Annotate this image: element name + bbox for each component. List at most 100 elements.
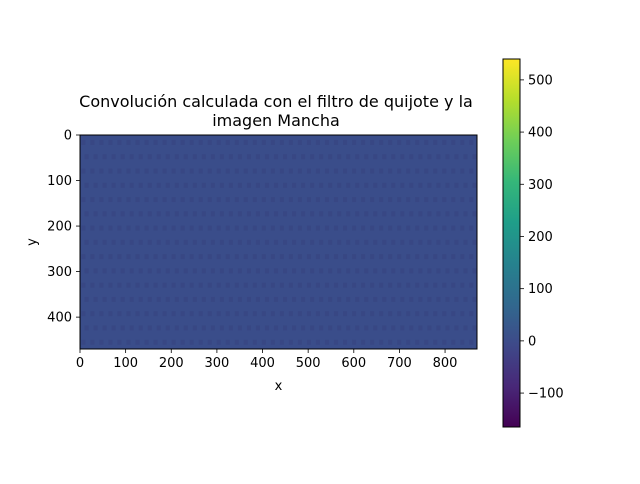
heatmap-texture-cell [463, 211, 468, 217]
heatmap-texture-cell [283, 154, 288, 160]
heatmap-texture-cell [99, 225, 104, 231]
heatmap-texture-cell [198, 168, 203, 174]
heatmap-texture-cell [418, 325, 423, 331]
heatmap-texture-cell [225, 225, 230, 231]
heatmap-texture-cell [333, 139, 339, 145]
heatmap-texture-cell [333, 254, 339, 260]
heatmap-texture-cell [361, 168, 366, 174]
heatmap-texture-cell [216, 339, 221, 345]
heatmap-texture-cell [201, 325, 206, 331]
heatmap-texture-cell [129, 211, 134, 217]
heatmap-texture-cell [373, 154, 378, 160]
heatmap-texture-cell [373, 268, 378, 274]
heatmap-texture-cell [364, 182, 369, 188]
heatmap-texture-cell [174, 296, 179, 302]
heatmap-texture-cell [472, 239, 477, 245]
colorbar-tick-label: 0 [528, 334, 536, 349]
heatmap-texture-cell [409, 182, 414, 188]
heatmap-texture-cell [126, 254, 131, 260]
heatmap-texture-cell [198, 225, 203, 231]
heatmap-texture-cell [126, 139, 131, 145]
heatmap-texture-cell [120, 296, 125, 302]
heatmap-texture-cell [234, 225, 239, 231]
heatmap-texture-cell [400, 182, 405, 188]
heatmap-texture-cell [391, 154, 396, 160]
heatmap-texture-cell [180, 225, 185, 231]
y-axis-ticks: 0 100 200 300 400 [47, 129, 80, 326]
heatmap-texture-cell [126, 282, 131, 288]
heatmap-texture-cell [279, 168, 284, 174]
heatmap-texture-cell [409, 296, 414, 302]
heatmap-texture-cell [255, 268, 260, 274]
heatmap-texture-cell [270, 197, 275, 203]
heatmap-texture-cell [373, 296, 378, 302]
heatmap-texture-cell [243, 311, 248, 317]
heatmap-texture-cell [174, 239, 179, 245]
heatmap-texture-cell [162, 254, 167, 260]
heatmap-texture-cell [361, 225, 366, 231]
heatmap-texture-cell [171, 311, 176, 317]
heatmap-texture-cell [418, 154, 423, 160]
heatmap-texture-cell [355, 268, 360, 274]
heatmap-texture-cell [424, 254, 429, 260]
heatmap-texture-cell [192, 268, 197, 274]
colorbar-tick-label: 400 [528, 126, 553, 141]
heatmap-texture-cell [346, 182, 351, 188]
heatmap-texture-cell [460, 311, 465, 317]
heatmap-texture-cell [156, 296, 161, 302]
heatmap-texture-cell [424, 225, 429, 231]
heatmap-texture-cell [84, 325, 89, 331]
heatmap-texture-cell [252, 225, 257, 231]
heatmap-texture-cell [99, 168, 104, 174]
x-tick-label: 700 [387, 356, 412, 371]
heatmap-texture-cell [346, 296, 351, 302]
heatmap-texture-cell [463, 296, 468, 302]
heatmap-texture-cell [406, 225, 411, 231]
heatmap-texture-cell [120, 182, 125, 188]
heatmap-texture-cell [463, 154, 468, 160]
heatmap-texture-cell [90, 339, 95, 345]
heatmap-texture-cell [418, 296, 423, 302]
heatmap-texture-cell [463, 239, 468, 245]
heatmap-texture-cell [415, 282, 420, 288]
heatmap-texture-cell [424, 197, 429, 203]
heatmap-texture-cell [472, 154, 477, 160]
heatmap-texture-cell [90, 168, 95, 174]
heatmap-texture-cell [81, 339, 86, 345]
heatmap-texture-cell [162, 197, 167, 203]
heatmap-texture-cell [180, 339, 185, 345]
heatmap-texture-cell [210, 325, 215, 331]
heatmap-texture-cell [174, 325, 179, 331]
heatmap-texture-cell [243, 139, 248, 145]
heatmap-texture-cell [451, 168, 456, 174]
heatmap-texture-cell [225, 254, 230, 260]
heatmap-texture-cell [388, 311, 393, 317]
heatmap-texture-cell [273, 211, 279, 217]
heatmap-texture-cell [81, 282, 86, 288]
y-tick-label: 400 [47, 311, 72, 326]
x-tick-label: 500 [296, 356, 321, 371]
heatmap-texture-cell [343, 282, 348, 288]
heatmap-texture-cell [207, 197, 212, 203]
heatmap-texture-cell [451, 339, 456, 345]
heatmap-texture-cell [198, 254, 203, 260]
heatmap-texture-cell [472, 268, 477, 274]
heatmap-texture-cell [198, 197, 203, 203]
heatmap-texture-cell [135, 339, 140, 345]
heatmap-texture-cell [120, 154, 125, 160]
heatmap-texture-cell [183, 239, 188, 245]
heatmap-texture-cell [415, 254, 420, 260]
heatmap-texture-cell [283, 211, 288, 217]
heatmap-texture-cell [225, 139, 230, 145]
heatmap-texture-cell [201, 268, 206, 274]
heatmap-texture-cell [237, 268, 242, 274]
heatmap-texture-cell [228, 211, 233, 217]
heatmap-texture-cell [237, 325, 242, 331]
heatmap-texture-cell [328, 296, 333, 302]
heatmap-texture-cell [135, 225, 140, 231]
heatmap-texture-cell [207, 282, 212, 288]
heatmap-texture-cell [315, 168, 320, 174]
heatmap-texture-cell [310, 211, 315, 217]
heatmap-texture-cell [99, 339, 104, 345]
heatmap-texture-cell [388, 282, 393, 288]
